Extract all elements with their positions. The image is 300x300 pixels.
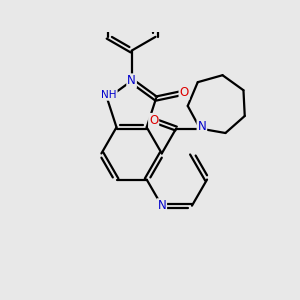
Text: Cl: Cl bbox=[120, 0, 132, 2]
Text: NH: NH bbox=[101, 90, 117, 100]
Text: N: N bbox=[127, 74, 136, 87]
Text: O: O bbox=[179, 86, 189, 99]
Text: O: O bbox=[149, 114, 158, 127]
Text: N: N bbox=[197, 120, 206, 133]
Text: N: N bbox=[158, 199, 166, 212]
